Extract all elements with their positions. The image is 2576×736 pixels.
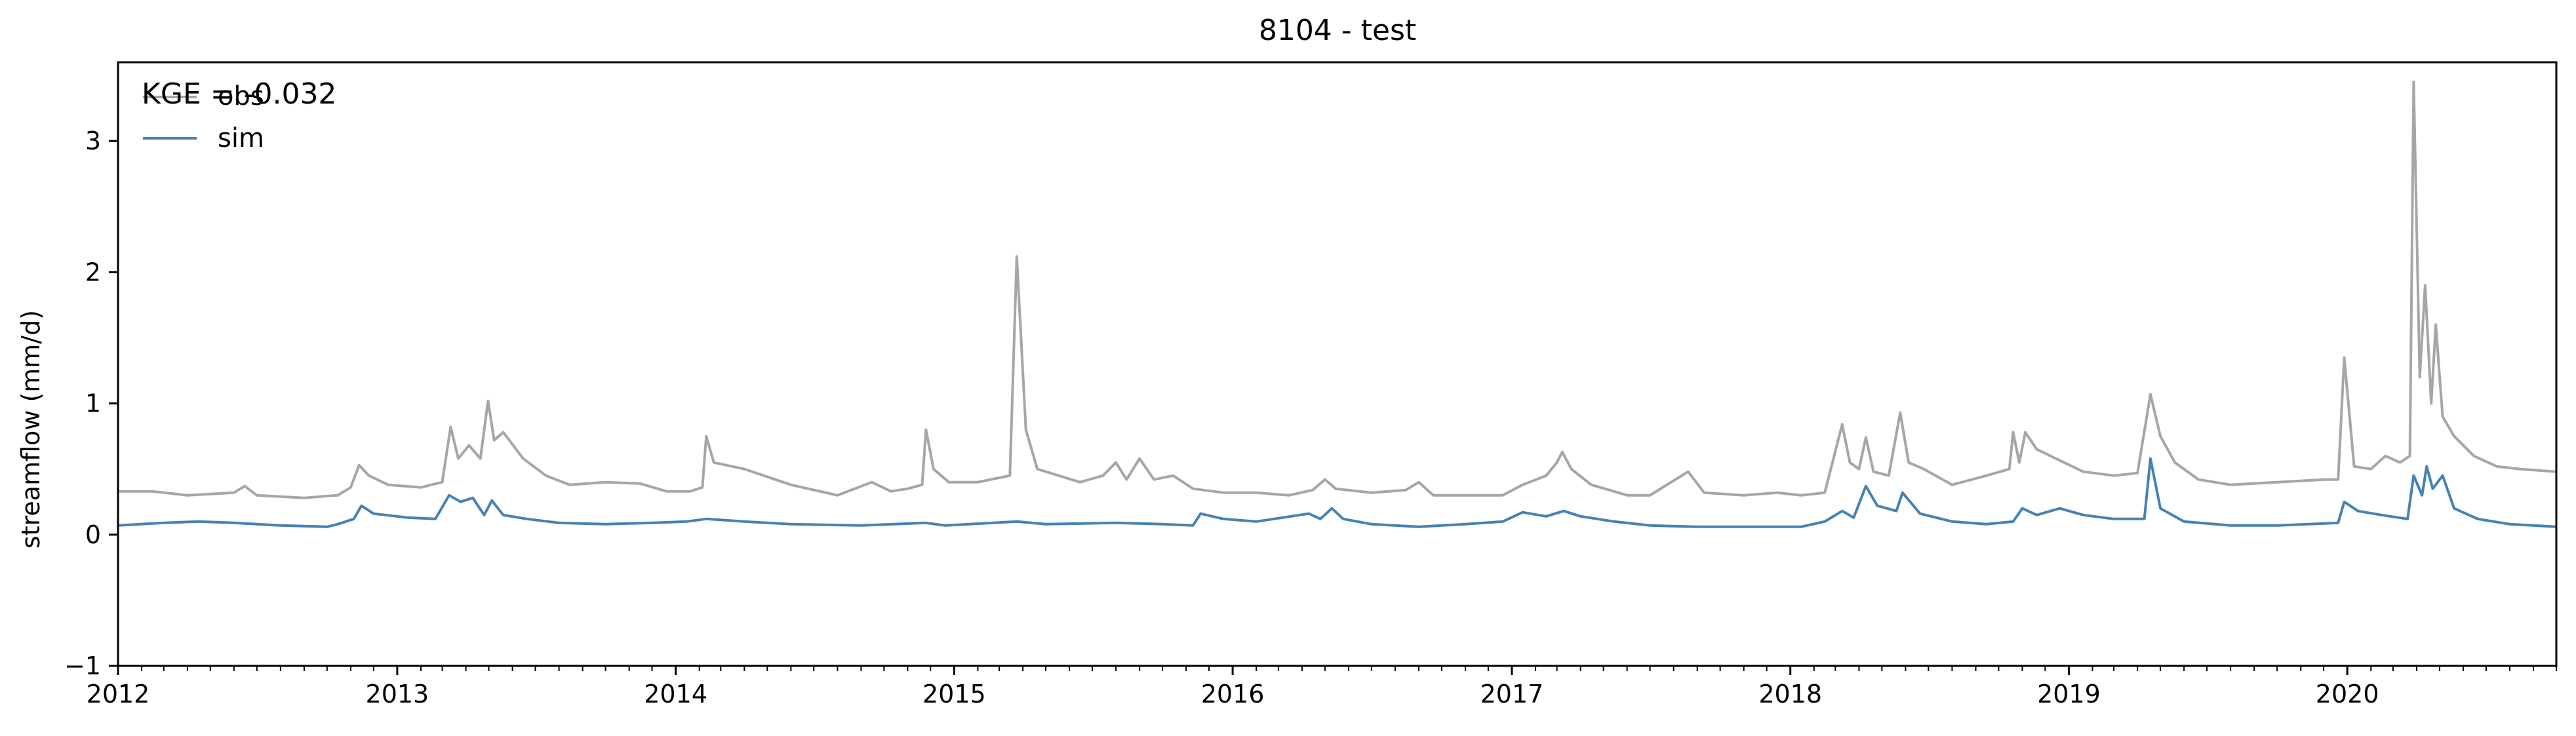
y-axis: −1 0 1 2 3 xyxy=(64,126,118,680)
series-line-sim xyxy=(117,457,2557,528)
x-tick-label: 2017 xyxy=(1480,680,1544,708)
x-tick-label: 2019 xyxy=(2037,680,2101,708)
y-tick-label: 0 xyxy=(85,520,101,549)
series-layer xyxy=(117,81,2557,528)
x-tick-label: 2016 xyxy=(1201,680,1265,708)
x-tick-label: 2013 xyxy=(366,680,429,708)
x-tick-label: 2018 xyxy=(1758,680,1822,708)
y-tick-label: 3 xyxy=(85,126,101,155)
legend: obs sim xyxy=(143,81,264,153)
legend-label-sim: sim xyxy=(218,123,264,153)
x-tick-label: 2014 xyxy=(644,680,707,708)
y-axis-label: streamflow (mm/d) xyxy=(16,310,45,549)
y-tick-label: 1 xyxy=(85,389,101,418)
chart-title: 8104 - test xyxy=(1259,14,1416,47)
series-line-obs xyxy=(118,81,2557,499)
x-tick-label: 2015 xyxy=(922,680,986,708)
x-tick-label: 2012 xyxy=(87,680,150,708)
y-tick-label: −1 xyxy=(64,651,101,680)
x-axis: 2012 2013 2014 2015 2016 2017 2018 2019 2020 xyxy=(87,666,2557,708)
legend-label-obs: obs xyxy=(218,81,264,111)
kge-annotation: KGE = -0.032 xyxy=(142,77,336,111)
x-tick-label: 2020 xyxy=(2316,680,2379,708)
y-tick-label: 2 xyxy=(85,258,101,286)
plot-frame xyxy=(117,61,2558,667)
